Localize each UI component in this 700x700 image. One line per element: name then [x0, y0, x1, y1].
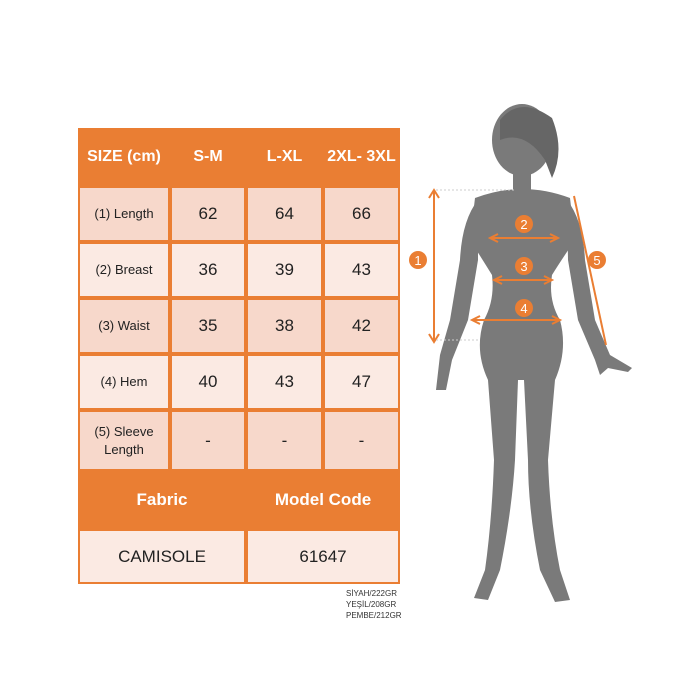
- cell: 64: [246, 186, 323, 242]
- row-label: (5) Sleeve Length: [78, 410, 170, 471]
- row-label: (2) Breast: [78, 242, 170, 298]
- woman-silhouette-icon: [436, 104, 632, 602]
- marker-4: 4: [515, 299, 533, 317]
- model-code-label: Model Code: [246, 471, 400, 529]
- row-label: (4) Hem: [78, 354, 170, 410]
- marker-2: 2: [515, 215, 533, 233]
- fabric-label: Fabric: [78, 471, 246, 529]
- table-row: (1) Length 62 64 66: [78, 186, 400, 242]
- table-row: (3) Waist 35 38 42: [78, 298, 400, 354]
- fabric-value-row: CAMISOLE 61647: [78, 529, 400, 584]
- marker-5: 5: [588, 251, 606, 269]
- fabric-value: CAMISOLE: [78, 529, 246, 584]
- row-label: (3) Waist: [78, 298, 170, 354]
- cell: -: [323, 410, 400, 471]
- cell: 40: [170, 354, 246, 410]
- cell: -: [170, 410, 246, 471]
- svg-text:1: 1: [414, 253, 421, 268]
- color-weight-notes: SİYAH/222GR YEŞİL/208GR PEMBE/212GR: [346, 588, 402, 621]
- size-chart-table: SIZE (cm) S-M L-XL 2XL- 3XL (1) Length 6…: [78, 128, 400, 584]
- table-row: (5) Sleeve Length - - -: [78, 410, 400, 471]
- cell: 43: [323, 242, 400, 298]
- svg-text:4: 4: [520, 301, 527, 316]
- note: PEMBE/212GR: [346, 611, 402, 620]
- measurement-arrows: [428, 188, 607, 346]
- cell: 38: [246, 298, 323, 354]
- table-header: SIZE (cm) S-M L-XL 2XL- 3XL: [78, 128, 400, 186]
- cell: 43: [246, 354, 323, 410]
- header-2xl-3xl: 2XL- 3XL: [323, 128, 400, 186]
- cell: 35: [170, 298, 246, 354]
- svg-text:2: 2: [520, 217, 527, 232]
- table-row: (2) Breast 36 39 43: [78, 242, 400, 298]
- cell: -: [246, 410, 323, 471]
- model-code-value: 61647: [246, 529, 400, 584]
- marker-3: 3: [515, 257, 533, 275]
- sleeve-arrow: [573, 195, 607, 346]
- cell: 47: [323, 354, 400, 410]
- svg-text:5: 5: [593, 253, 600, 268]
- table-row: (4) Hem 40 43 47: [78, 354, 400, 410]
- cell: 36: [170, 242, 246, 298]
- cell: 39: [246, 242, 323, 298]
- cell: 62: [170, 186, 246, 242]
- header-s-m: S-M: [170, 128, 246, 186]
- cell: 42: [323, 298, 400, 354]
- cell: 66: [323, 186, 400, 242]
- header-l-xl: L-XL: [246, 128, 323, 186]
- note: SİYAH/222GR: [346, 589, 397, 598]
- note: YEŞİL/208GR: [346, 600, 397, 609]
- header-size: SIZE (cm): [78, 128, 170, 186]
- marker-1: 1: [409, 251, 427, 269]
- svg-text:3: 3: [520, 259, 527, 274]
- fabric-header-row: Fabric Model Code: [78, 471, 400, 529]
- row-label: (1) Length: [78, 186, 170, 242]
